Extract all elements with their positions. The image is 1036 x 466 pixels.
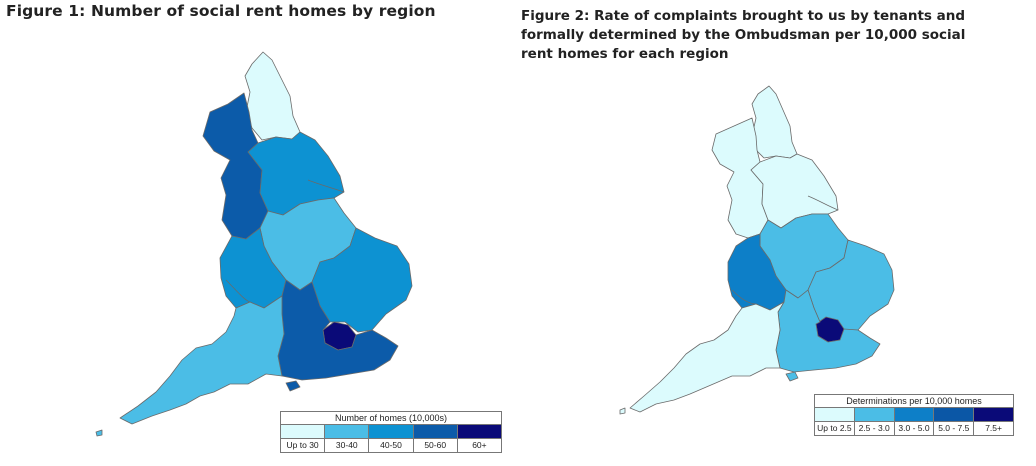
figure-1-map bbox=[95, 51, 413, 437]
legend-swatch bbox=[974, 408, 1013, 421]
legend-label: Up to 2.5 bbox=[815, 422, 855, 435]
figure-1-title: Figure 1: Number of social rent homes by… bbox=[6, 2, 436, 20]
legend-swatch bbox=[457, 425, 502, 438]
legend-swatch bbox=[369, 425, 414, 438]
figure-1-legend: Number of homes (10,000s) Up to 30 30-40… bbox=[280, 411, 502, 453]
region-south-west bbox=[119, 295, 285, 425]
england-regions-map-2 bbox=[619, 85, 895, 415]
legend-swatch bbox=[894, 408, 935, 421]
legend-title: Number of homes (10,000s) bbox=[280, 411, 502, 424]
region-south-west bbox=[629, 301, 785, 413]
region-scilly-isles bbox=[95, 429, 103, 437]
humber-estuary-line bbox=[807, 195, 839, 211]
legend-labels: Up to 2.5 2.5 - 3.0 3.0 - 5.0 5.0 - 7.5 … bbox=[814, 422, 1014, 436]
legend-title: Determinations per 10,000 homes bbox=[814, 394, 1014, 407]
region-scilly-isles bbox=[619, 407, 626, 415]
legend-swatch bbox=[815, 408, 855, 421]
legend-label: 5.0 - 7.5 bbox=[934, 422, 975, 435]
humber-estuary-line bbox=[307, 179, 345, 193]
legend-swatch bbox=[854, 408, 895, 421]
legend-swatches bbox=[814, 407, 1014, 422]
region-isle-of-wight bbox=[785, 371, 799, 382]
legend-swatch bbox=[413, 425, 458, 438]
legend-swatch bbox=[281, 425, 326, 438]
severn-river-line bbox=[225, 279, 251, 303]
legend-labels: Up to 30 30-40 40-50 50-60 60+ bbox=[280, 439, 502, 453]
legend-label: 30-40 bbox=[325, 439, 370, 452]
legend-swatch bbox=[934, 408, 975, 421]
severn-river-line bbox=[731, 289, 757, 305]
legend-label: 50-60 bbox=[414, 439, 458, 452]
legend-label: 60+ bbox=[472, 440, 487, 450]
legend-label: 40-50 bbox=[369, 439, 414, 452]
region-north-east bbox=[751, 85, 798, 159]
england-regions-map-1 bbox=[95, 51, 413, 437]
legend-label: Up to 30 bbox=[281, 439, 326, 452]
legend-swatches bbox=[280, 424, 502, 439]
legend-label: 7.5+ bbox=[985, 423, 1002, 433]
legend-label: 3.0 - 5.0 bbox=[895, 422, 935, 435]
legend-swatch bbox=[325, 425, 370, 438]
legend-label: 2.5 - 3.0 bbox=[855, 422, 895, 435]
region-isle-of-wight bbox=[285, 380, 301, 392]
figure-2-title: Figure 2: Rate of complaints brought to … bbox=[521, 8, 966, 62]
figure-2-legend: Determinations per 10,000 homes Up to 2.… bbox=[814, 394, 1014, 436]
